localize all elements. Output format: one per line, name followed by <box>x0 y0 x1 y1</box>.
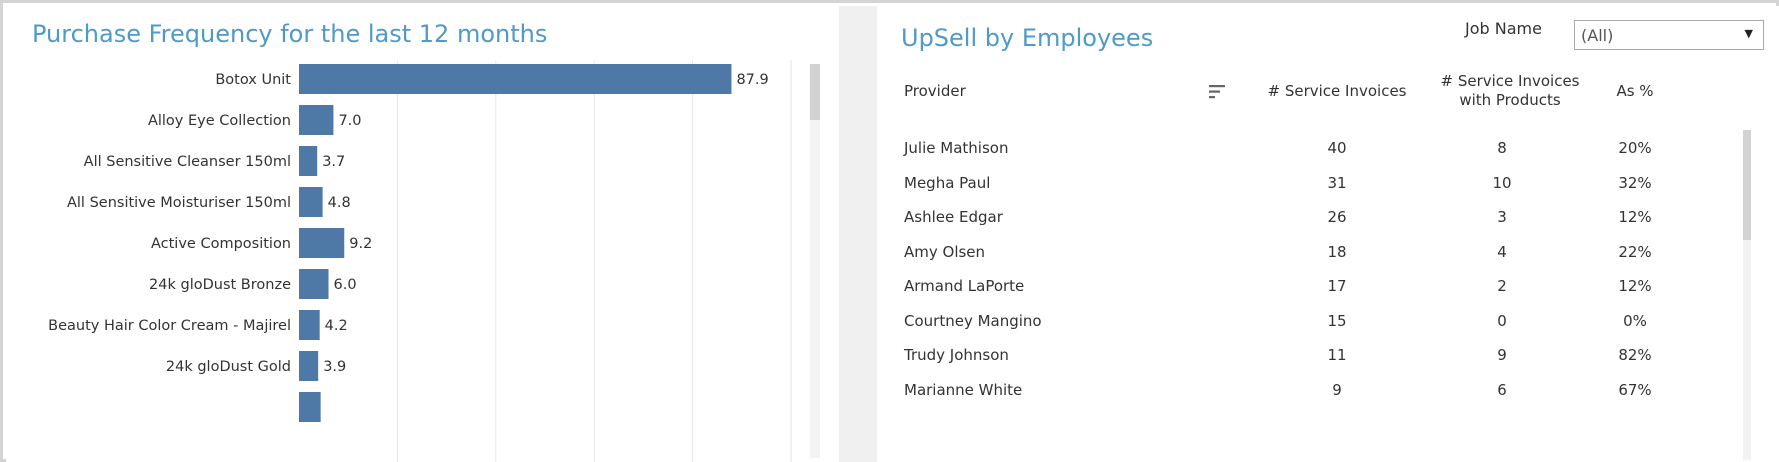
chart-scrollbar-track[interactable] <box>810 64 820 458</box>
cell-invoices-with-products: 6 <box>1497 380 1507 399</box>
cell-as-percent: 32% <box>1618 173 1652 192</box>
cell-invoices-with-products: 2 <box>1497 277 1507 295</box>
table-row[interactable]: Courtney Mangino 15 0 0% <box>877 301 1757 340</box>
cell-service-invoices: 11 <box>1327 346 1347 364</box>
bar-value-label: 4.2 <box>325 318 348 334</box>
cell-as-percent: 12% <box>1618 277 1652 295</box>
category-label: 24k gloDust Bronze <box>149 277 291 293</box>
category-label: Active Composition <box>151 236 291 252</box>
cell-service-invoices: 26 <box>1327 208 1347 226</box>
table-row[interactable]: Trudy Johnson 11 9 82% <box>877 335 1757 374</box>
cell-provider: Marianne White <box>904 380 1023 399</box>
cell-provider: Julie Mathison <box>904 139 1009 157</box>
bar[interactable] <box>299 269 329 299</box>
cell-provider: Trudy Johnson <box>904 346 1009 364</box>
panel-divider <box>839 6 877 462</box>
cell-service-invoices: 15 <box>1327 311 1347 330</box>
table-row[interactable]: Amy Olsen 18 4 22% <box>877 232 1757 271</box>
cell-provider: Amy Olsen <box>904 242 986 261</box>
column-header-service-invoices[interactable]: # Service Invoices <box>1267 82 1407 100</box>
category-label: All Sensitive Cleanser 150ml <box>84 154 291 170</box>
purchase-frequency-title: Purchase Frequency for the last 12 month… <box>32 20 548 48</box>
cell-service-invoices: 18 <box>1327 242 1347 261</box>
sort-descending-icon[interactable] <box>1209 84 1227 100</box>
cell-as-percent: 0% <box>1623 311 1647 330</box>
bar[interactable] <box>299 187 323 217</box>
bar[interactable] <box>299 310 320 340</box>
table-row[interactable]: Armand LaPorte 17 2 12% <box>877 266 1757 305</box>
bar-value-label: 6.0 <box>334 277 357 293</box>
cell-invoices-with-products: 3 <box>1497 208 1507 226</box>
bar[interactable] <box>299 105 334 135</box>
table-row[interactable]: Megha Paul 31 10 32% <box>877 163 1757 202</box>
cell-service-invoices: 40 <box>1327 139 1347 157</box>
bar-value-label: 7.0 <box>338 113 361 129</box>
bar[interactable] <box>299 146 318 176</box>
cell-invoices-with-products: 4 <box>1497 242 1507 261</box>
chevron-down-icon: ▼ <box>1744 27 1753 40</box>
category-label: Alloy Eye Collection <box>148 113 291 129</box>
table-row[interactable]: Julie Mathison 40 8 20% <box>877 128 1757 167</box>
cell-as-percent: 67% <box>1618 380 1652 399</box>
cell-invoices-with-products: 0 <box>1497 311 1507 330</box>
cell-as-percent: 82% <box>1618 346 1652 364</box>
table-row[interactable]: Marianne White 9 6 67% <box>877 370 1757 409</box>
purchase-frequency-panel: Purchase Frequency for the last 12 month… <box>6 6 839 462</box>
cell-as-percent: 20% <box>1618 139 1652 157</box>
column-header-invoices-with-products-line1: # Service Invoices <box>1440 72 1580 90</box>
purchase-frequency-chart: Botox Unit 87.9 Alloy Eye Collection 7.0 All… <box>48 60 792 462</box>
column-header-invoices-with-products-line2: with Products <box>1459 91 1561 109</box>
cell-as-percent: 22% <box>1618 242 1652 261</box>
cell-as-percent: 12% <box>1618 208 1652 226</box>
cell-provider: Courtney Mangino <box>904 311 1042 330</box>
bar[interactable] <box>299 228 345 258</box>
cell-invoices-with-products: 10 <box>1492 173 1512 192</box>
bar-value-label: 87.9 <box>736 72 768 88</box>
chart-scrollbar-thumb[interactable] <box>810 64 820 120</box>
cell-service-invoices: 31 <box>1327 173 1347 192</box>
column-header-invoices-with-products[interactable]: # Service Invoices with Products <box>1415 72 1605 110</box>
cell-invoices-with-products: 8 <box>1497 139 1507 157</box>
bar-value-label: 3.9 <box>323 359 346 375</box>
column-header-provider[interactable]: Provider <box>904 82 966 100</box>
bar-value-label: 4.8 <box>328 195 351 211</box>
cell-service-invoices: 9 <box>1332 380 1342 399</box>
upsell-panel: UpSell by Employees Job Name (All) ▼ Pro… <box>877 6 1779 462</box>
cell-provider: Megha Paul <box>904 173 991 192</box>
cell-provider: Ashlee Edgar <box>904 208 1003 226</box>
table-scrollbar-track[interactable] <box>1743 130 1751 460</box>
job-name-filter-value: (All) <box>1581 26 1614 45</box>
table-row[interactable]: Ashlee Edgar 26 3 12% <box>877 197 1757 236</box>
bar-partial[interactable] <box>299 392 321 422</box>
cell-provider: Armand LaPorte <box>904 277 1025 295</box>
upsell-title: UpSell by Employees <box>901 24 1154 52</box>
column-header-as-percent[interactable]: As % <box>1616 82 1654 100</box>
cell-service-invoices: 17 <box>1327 277 1347 295</box>
bar[interactable] <box>299 64 732 94</box>
bar-value-label: 9.2 <box>349 236 372 252</box>
category-label: 24k gloDust Gold <box>166 359 291 375</box>
bar-value-label: 3.7 <box>322 154 345 170</box>
job-name-filter-label: Job Name <box>1465 19 1542 38</box>
category-label: All Sensitive Moisturiser 150ml <box>67 195 291 211</box>
category-label: Beauty Hair Color Cream - Majirel <box>48 318 291 334</box>
table-scrollbar-thumb[interactable] <box>1743 130 1751 240</box>
bar[interactable] <box>299 351 319 381</box>
category-label: Botox Unit <box>215 72 291 88</box>
cell-invoices-with-products: 9 <box>1497 346 1507 364</box>
job-name-filter-dropdown[interactable]: (All) ▼ <box>1574 20 1764 50</box>
